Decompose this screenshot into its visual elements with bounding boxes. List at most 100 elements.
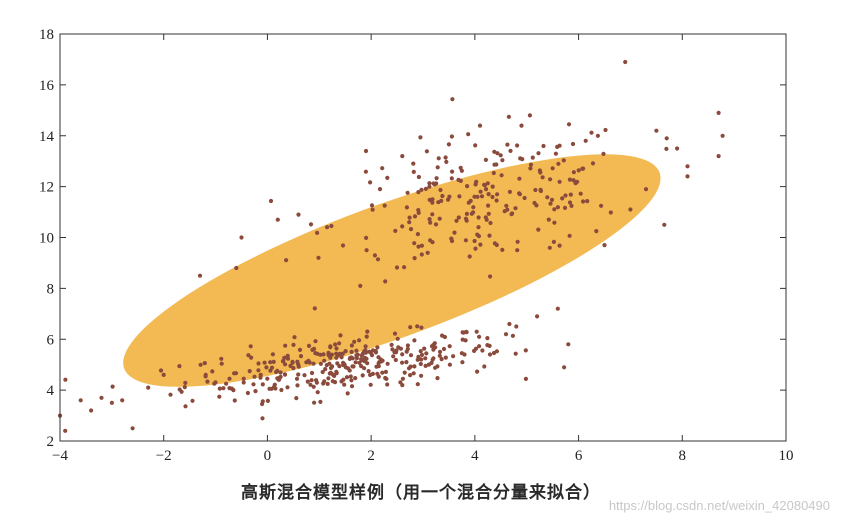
data-point [456, 215, 461, 220]
data-point [349, 384, 355, 389]
data-point [394, 265, 400, 270]
data-point [357, 338, 362, 343]
data-point [473, 346, 479, 351]
data-point [405, 190, 410, 195]
data-point [363, 148, 369, 154]
data-point [291, 342, 296, 347]
data-point [330, 364, 335, 369]
data-point [295, 359, 300, 364]
data-point [411, 169, 416, 174]
data-point [555, 306, 560, 311]
data-point [419, 252, 424, 257]
data-point [315, 230, 320, 235]
data-point [515, 143, 520, 148]
data-point [444, 159, 449, 164]
data-point [440, 193, 445, 199]
y-tick-label: 16 [39, 78, 55, 94]
data-point [328, 370, 333, 375]
data-point [280, 359, 286, 364]
x-tick-label: 2 [367, 448, 375, 464]
data-point [352, 339, 357, 344]
data-point [438, 187, 443, 193]
data-point [498, 153, 503, 158]
data-point [720, 133, 725, 138]
data-point [298, 354, 304, 359]
data-point [297, 347, 303, 352]
data-point [557, 243, 562, 248]
data-point [571, 178, 576, 183]
data-point [318, 399, 323, 404]
data-point [537, 168, 543, 173]
x-tick-label: 4 [471, 448, 479, 464]
data-point [474, 329, 479, 334]
data-point [433, 222, 439, 227]
data-point [427, 217, 432, 222]
data-point [161, 372, 166, 377]
data-point [475, 232, 480, 237]
data-point [407, 220, 412, 225]
data-point [292, 335, 297, 340]
data-point [334, 346, 339, 351]
data-point [241, 380, 246, 385]
data-point [402, 265, 407, 270]
data-point [411, 371, 416, 376]
data-point [321, 352, 326, 357]
data-point [268, 368, 273, 373]
y-tick-label: 2 [47, 434, 55, 450]
data-point [312, 306, 317, 311]
data-point [270, 352, 275, 357]
data-point [416, 190, 421, 195]
data-point [430, 240, 435, 245]
data-point [256, 368, 261, 373]
data-point [628, 207, 633, 212]
data-point [519, 123, 524, 128]
y-tick-label: 14 [39, 129, 55, 145]
data-point [465, 184, 470, 189]
data-point [460, 330, 465, 335]
data-point [367, 349, 372, 354]
data-point [355, 352, 360, 357]
data-point [326, 352, 331, 358]
data-point [532, 200, 537, 206]
data-point [370, 348, 376, 353]
data-point [440, 333, 445, 338]
data-point [447, 344, 452, 349]
data-point [271, 359, 276, 364]
data-point [364, 235, 369, 240]
data-point [316, 255, 321, 260]
data-point [429, 344, 435, 349]
data-point [478, 242, 483, 247]
data-point [368, 180, 373, 185]
data-point [213, 380, 218, 385]
data-point [446, 142, 451, 147]
data-point [505, 142, 510, 147]
data-point [545, 195, 550, 200]
data-point [685, 164, 690, 169]
data-point [556, 161, 561, 166]
data-point [541, 143, 546, 149]
data-point [513, 351, 518, 356]
data-point [405, 343, 410, 348]
data-point [269, 386, 274, 391]
data-point [479, 194, 485, 199]
data-point [495, 192, 500, 197]
data-point [495, 151, 500, 156]
data-point [368, 382, 373, 387]
data-point [360, 373, 365, 378]
data-point [370, 207, 375, 212]
data-point [431, 181, 436, 186]
data-point [486, 211, 491, 216]
data-point [385, 361, 390, 366]
data-point [342, 382, 347, 387]
data-point [224, 381, 229, 386]
data-point [716, 154, 721, 159]
data-point [227, 376, 232, 381]
data-point [296, 372, 301, 377]
data-point [527, 113, 533, 118]
data-point [99, 395, 104, 400]
data-point [547, 245, 552, 250]
data-point [348, 374, 353, 379]
data-point [350, 364, 355, 369]
data-point [302, 373, 307, 378]
data-point [353, 360, 358, 365]
